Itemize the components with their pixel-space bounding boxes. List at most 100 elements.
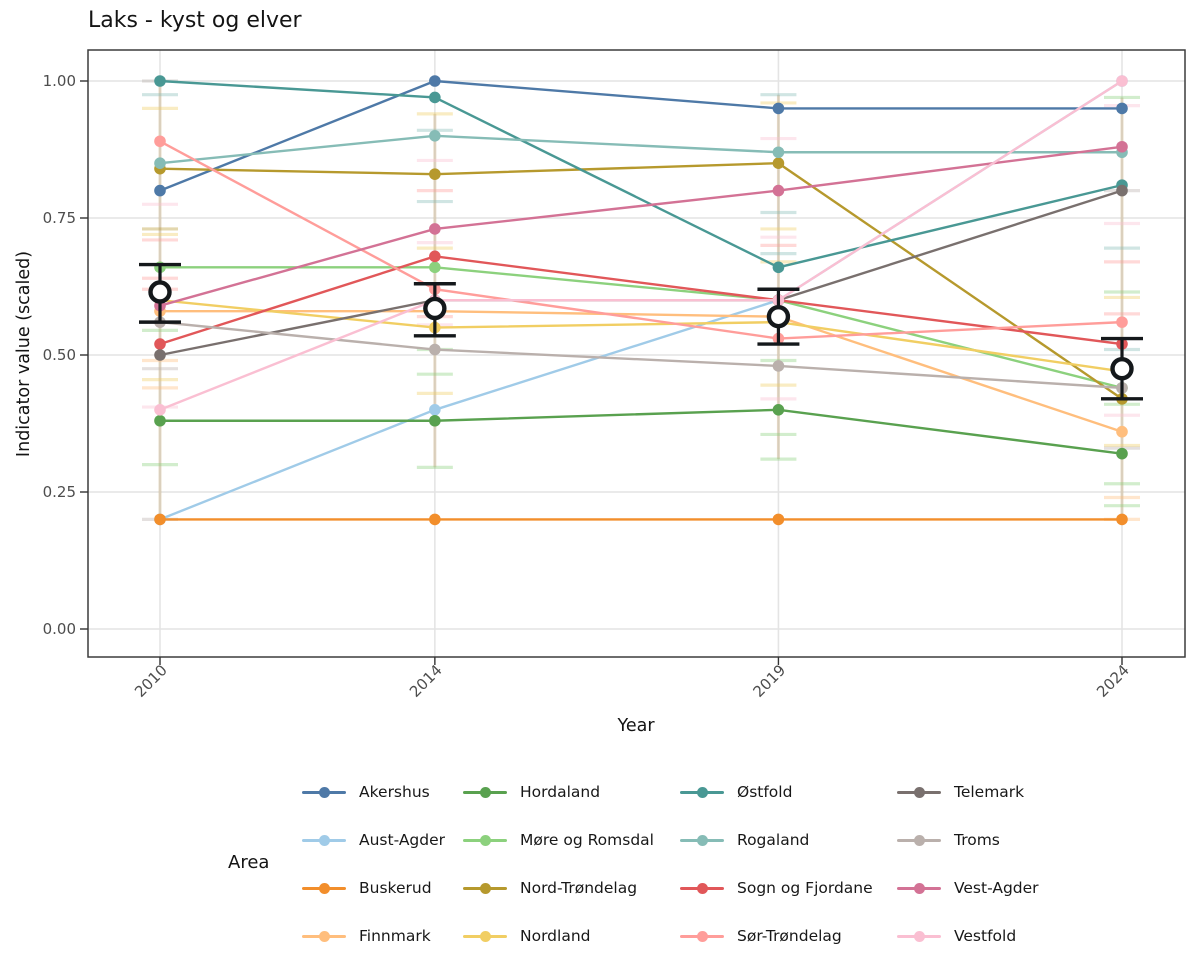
series-point-hordaland-2019	[772, 404, 785, 416]
legend-column: Hordaland Møre og Romsdal Nord-Trøndelag No…	[463, 768, 680, 960]
legend-key-icon-buskerud	[302, 882, 346, 894]
legend-label: Vest-Agder	[954, 879, 1039, 897]
legend-label: Sør-Trøndelag	[737, 927, 842, 945]
legend-label: Troms	[954, 831, 1000, 849]
series-point-troms-2014	[429, 343, 441, 356]
series-line-troms	[159, 320, 1123, 390]
legend-item-finnmark: Finnmark	[302, 912, 463, 960]
legend-key-icon-sor-trondelag	[680, 930, 724, 942]
series-point-akershus-2019	[772, 102, 785, 115]
legend-item-troms: Troms	[897, 816, 1117, 864]
y-tick-label: 0.00	[43, 620, 76, 638]
legend-column: Telemark Troms Vest-Agder Vestfold	[897, 768, 1117, 960]
legend-item-akershus: Akershus	[302, 768, 463, 816]
x-tick-label: 2010	[131, 661, 171, 701]
series-point-rogaland-2014	[429, 130, 441, 142]
mean-point-2014	[423, 296, 447, 321]
series-point-rogaland-2019	[772, 146, 785, 159]
legend-title: Area	[228, 852, 270, 873]
series-point-hordaland-2010	[154, 414, 166, 427]
series-line-nord-trondelag	[159, 161, 1123, 400]
legend-key-icon-nord-trondelag	[463, 882, 507, 894]
legend-key-icon-ostfold	[680, 786, 724, 798]
legend-item-sor-trondelag: Sør-Trøndelag	[680, 912, 897, 960]
series-line-nordland	[159, 299, 1123, 373]
series-point-sor-trondelag-2010	[154, 135, 166, 148]
legend-label: Finnmark	[359, 927, 431, 945]
series-line-vest-agder	[159, 145, 1123, 307]
series-point-vestfold-2010	[154, 404, 166, 416]
series-line-akershus	[159, 79, 1122, 192]
legend-label: Akershus	[359, 783, 430, 801]
series-line-ostfold	[159, 79, 1123, 269]
legend-item-hordaland: Hordaland	[463, 768, 680, 816]
series-line-vestfold	[159, 79, 1123, 411]
x-axis-title: Year	[617, 716, 655, 736]
mean-point-2010	[148, 280, 172, 304]
series-point-vest-agder-2019	[772, 184, 785, 197]
legend-key-icon-hordaland	[463, 786, 507, 798]
legend-label: Aust-Agder	[359, 831, 446, 849]
series-line-telemark	[159, 189, 1123, 357]
legend-key-icon-nordland	[463, 930, 507, 942]
legend-label: Vestfold	[954, 927, 1017, 945]
series-point-sogn-og-fjordane-2010	[154, 338, 166, 350]
legend-item-rogaland: Rogaland	[680, 816, 897, 864]
legend-item-nord-trondelag: Nord-Trøndelag	[463, 864, 680, 912]
legend-label: Telemark	[954, 783, 1025, 801]
series-point-buskerud-2024	[1116, 513, 1128, 526]
series-point-buskerud-2014	[429, 513, 441, 526]
series-point-nord-trondelag-2019	[772, 157, 785, 169]
mean-point-2024	[1110, 357, 1134, 381]
series-point-ostfold-2014	[429, 91, 441, 104]
plot-panel: 1.00 0.75 0.50 0.25 0.00 2010 2014 2019 2024	[43, 49, 1186, 701]
series-point-troms-2019	[772, 360, 785, 372]
series-point-akershus-2010	[154, 184, 166, 197]
legend-item-more-og-romsdal: Møre og Romsdal	[463, 816, 680, 864]
series-point-buskerud-2010	[154, 513, 166, 526]
series-point-ostfold-2010	[154, 75, 166, 87]
legend-key-icon-sogn-og-fjordane	[680, 882, 724, 894]
legend-label: Østfold	[737, 783, 793, 801]
legend-key-icon-aust-agder	[302, 834, 346, 846]
y-tick-label: 0.75	[43, 209, 76, 227]
series-point-vest-agder-2024	[1116, 140, 1128, 153]
series-line-more-og-romsdal	[160, 266, 1123, 390]
legend-label: Hordaland	[520, 783, 601, 801]
y-tick-label: 1.00	[43, 72, 76, 90]
x-tick-label: 2019	[750, 661, 790, 701]
legend-key-icon-troms	[897, 834, 941, 846]
series-line-sogn-og-fjordane	[159, 255, 1123, 346]
legend-item-buskerud: Buskerud	[302, 864, 463, 912]
legend-key-icon-more-og-romsdal	[463, 834, 507, 846]
series-point-nord-trondelag-2014	[429, 168, 441, 180]
series-point-telemark-2024	[1116, 184, 1128, 197]
legend-column: Akershus Aust-Agder Buskerud Finnmark	[302, 768, 463, 960]
series-point-telemark-2010	[154, 349, 166, 361]
y-tick-label: 0.50	[43, 346, 76, 364]
series-point-rogaland-2010	[154, 157, 166, 169]
series-point-hordaland-2014	[429, 414, 441, 427]
chart-title: Laks - kyst og elver	[88, 8, 302, 33]
series-point-more-og-romsdal-2014	[429, 261, 441, 274]
legend-column: Østfold Rogaland Sogn og Fjordane Sør-Trønd…	[680, 768, 897, 960]
legend-item-aust-agder: Aust-Agder	[302, 816, 463, 864]
legend-label: Møre og Romsdal	[520, 831, 654, 849]
series-point-buskerud-2019	[772, 513, 785, 526]
series-point-sor-trondelag-2024	[1116, 316, 1128, 328]
legend-item-telemark: Telemark	[897, 768, 1117, 816]
legend-key-icon-akershus	[302, 786, 346, 798]
legend-item-nordland: Nordland	[463, 912, 680, 960]
y-tick-label: 0.25	[43, 483, 76, 501]
legend-key-icon-vest-agder	[897, 882, 941, 894]
legend-key-icon-vestfold	[897, 930, 941, 942]
legend-label: Nordland	[520, 927, 591, 945]
legend-label: Buskerud	[359, 879, 432, 897]
legend-item-ostfold: Østfold	[680, 768, 897, 816]
series-point-hordaland-2024	[1116, 447, 1128, 460]
series-point-vest-agder-2014	[429, 223, 441, 235]
legend-label: Rogaland	[737, 831, 810, 849]
legend-item-vestfold: Vestfold	[897, 912, 1117, 960]
legend-key-icon-rogaland	[680, 834, 724, 846]
